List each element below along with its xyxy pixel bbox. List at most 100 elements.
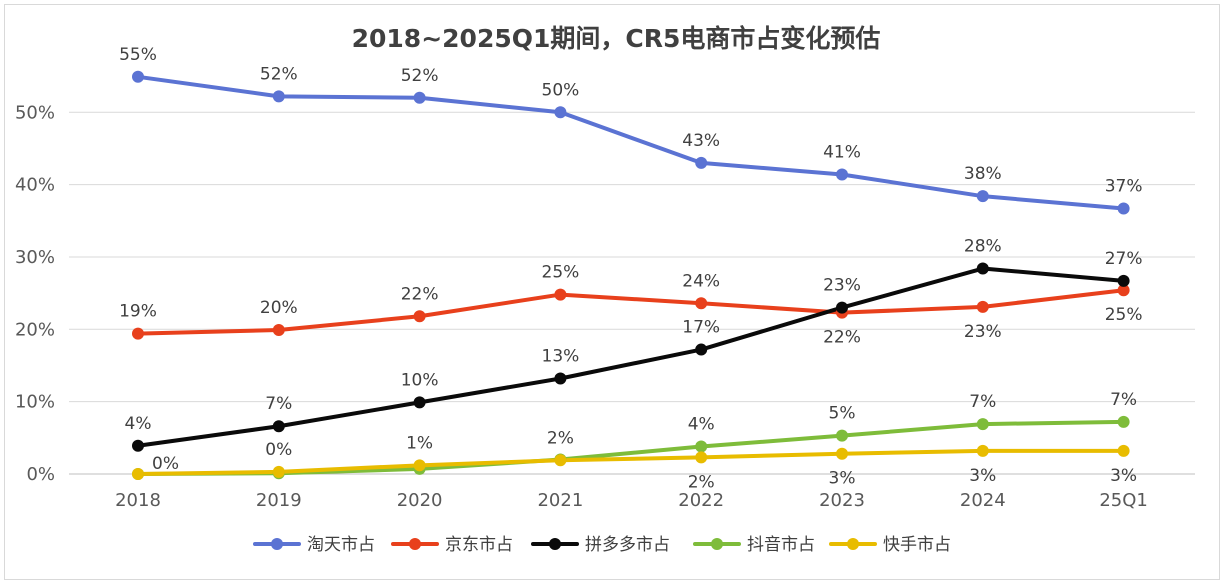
data-label: 7% bbox=[265, 394, 292, 414]
data-point bbox=[695, 343, 708, 356]
data-label: 4% bbox=[688, 415, 715, 435]
y-tick-label: 40% bbox=[15, 175, 55, 196]
data-label: 0% bbox=[152, 454, 179, 474]
legend-label: 京东市占 bbox=[445, 535, 513, 555]
data-label: 41% bbox=[823, 142, 861, 162]
x-tick-label: 25Q1 bbox=[1099, 490, 1148, 511]
data-label: 23% bbox=[964, 322, 1002, 342]
data-point bbox=[272, 324, 285, 337]
x-tick-label: 2019 bbox=[256, 490, 302, 511]
y-tick-label: 50% bbox=[15, 102, 55, 123]
data-point bbox=[1117, 274, 1130, 287]
data-point bbox=[836, 429, 848, 442]
legend-marker bbox=[711, 538, 723, 550]
data-point bbox=[1117, 284, 1130, 297]
chart-frame: 2018~2025Q1期间，CR5电商市占变化预估 0% 10% 20% 30% 40%… bbox=[4, 4, 1220, 580]
chart-title: 2018~2025Q1期间，CR5电商市占变化预估 bbox=[352, 24, 881, 53]
x-tick-label: 2021 bbox=[537, 490, 583, 511]
data-point bbox=[554, 106, 567, 119]
data-label: 23% bbox=[823, 276, 861, 296]
data-label: 5% bbox=[829, 404, 856, 424]
gridlines bbox=[69, 111, 1195, 475]
data-point bbox=[1117, 202, 1130, 215]
x-tick-label: 2023 bbox=[819, 490, 865, 511]
data-point bbox=[413, 459, 426, 472]
legend-label: 拼多多市占 bbox=[585, 535, 670, 555]
data-label: 52% bbox=[260, 64, 298, 84]
data-label: 7% bbox=[969, 392, 996, 412]
data-label: 22% bbox=[823, 328, 861, 348]
data-point bbox=[272, 90, 285, 103]
data-label: 55% bbox=[119, 45, 157, 65]
legend-marker bbox=[549, 538, 561, 550]
legend-label: 快手市占 bbox=[883, 535, 951, 555]
series-group: 55% 52% 52% 50% 43% 41% 38% 37% 19% 20% 22% 25% 24% 2… bbox=[119, 45, 1142, 493]
y-tick-label: 0% bbox=[26, 464, 55, 485]
data-label: 4% bbox=[125, 414, 152, 434]
data-point bbox=[976, 444, 989, 457]
data-point bbox=[836, 168, 848, 181]
legend-label: 抖音市占 bbox=[747, 535, 815, 555]
y-tick-label: 20% bbox=[15, 319, 55, 340]
data-label: 25% bbox=[542, 263, 580, 283]
data-point bbox=[272, 465, 285, 478]
series-line bbox=[136, 266, 1126, 448]
data-point bbox=[695, 451, 708, 464]
y-axis: 0% 10% 20% 30% 40% 50% bbox=[15, 102, 55, 485]
data-point bbox=[976, 418, 989, 431]
data-point bbox=[132, 468, 144, 480]
y-tick-label: 10% bbox=[15, 392, 55, 413]
data-label: 50% bbox=[542, 80, 580, 100]
data-label: 24% bbox=[682, 271, 720, 291]
data-label: 43% bbox=[682, 131, 720, 151]
data-point bbox=[836, 447, 848, 460]
data-label: 52% bbox=[401, 66, 439, 86]
data-label: 3% bbox=[829, 469, 856, 489]
data-point bbox=[554, 454, 567, 467]
data-point bbox=[836, 301, 848, 314]
data-label: 3% bbox=[1110, 466, 1137, 486]
data-label: 10% bbox=[401, 370, 439, 390]
legend: 淘天市占 京东市占 拼多多市占 抖音市占 快手市占 bbox=[253, 535, 951, 555]
data-label: 27% bbox=[1105, 249, 1143, 269]
data-label: 22% bbox=[401, 284, 439, 304]
legend-marker bbox=[271, 538, 283, 550]
data-label: 0% bbox=[265, 440, 292, 460]
data-label: 2% bbox=[688, 472, 715, 492]
data-label: 13% bbox=[542, 346, 580, 366]
data-point bbox=[695, 297, 708, 310]
x-tick-label: 2018 bbox=[115, 490, 161, 511]
data-point bbox=[272, 420, 285, 433]
legend-marker bbox=[409, 538, 421, 550]
data-label: 19% bbox=[119, 302, 157, 322]
data-point bbox=[554, 288, 567, 301]
series-line bbox=[136, 74, 1126, 211]
x-tick-label: 2020 bbox=[397, 490, 443, 511]
legend-marker bbox=[847, 538, 859, 550]
series-line bbox=[136, 288, 1126, 336]
data-label: 37% bbox=[1105, 176, 1143, 196]
data-point bbox=[976, 300, 989, 313]
x-tick-label: 2022 bbox=[678, 490, 724, 511]
data-point bbox=[413, 91, 426, 104]
data-label: 20% bbox=[260, 298, 298, 318]
data-point bbox=[695, 440, 708, 453]
data-point bbox=[554, 372, 567, 385]
data-label: 7% bbox=[1110, 390, 1137, 410]
data-point bbox=[413, 310, 426, 323]
data-point bbox=[132, 70, 144, 83]
y-tick-label: 30% bbox=[15, 247, 55, 268]
data-label: 17% bbox=[682, 318, 720, 338]
data-point bbox=[976, 190, 989, 203]
data-point bbox=[413, 396, 426, 409]
data-label: 2% bbox=[547, 428, 574, 448]
series-line bbox=[136, 448, 1126, 476]
x-axis: 2018 2019 2020 2021 2022 2023 2024 25Q1 bbox=[115, 490, 1148, 511]
legend-label: 淘天市占 bbox=[307, 535, 375, 555]
data-point bbox=[1117, 444, 1130, 457]
data-point bbox=[132, 439, 144, 452]
data-point bbox=[976, 262, 989, 275]
data-point bbox=[132, 327, 144, 340]
data-label: 25% bbox=[1105, 305, 1143, 325]
data-label: 38% bbox=[964, 164, 1002, 184]
